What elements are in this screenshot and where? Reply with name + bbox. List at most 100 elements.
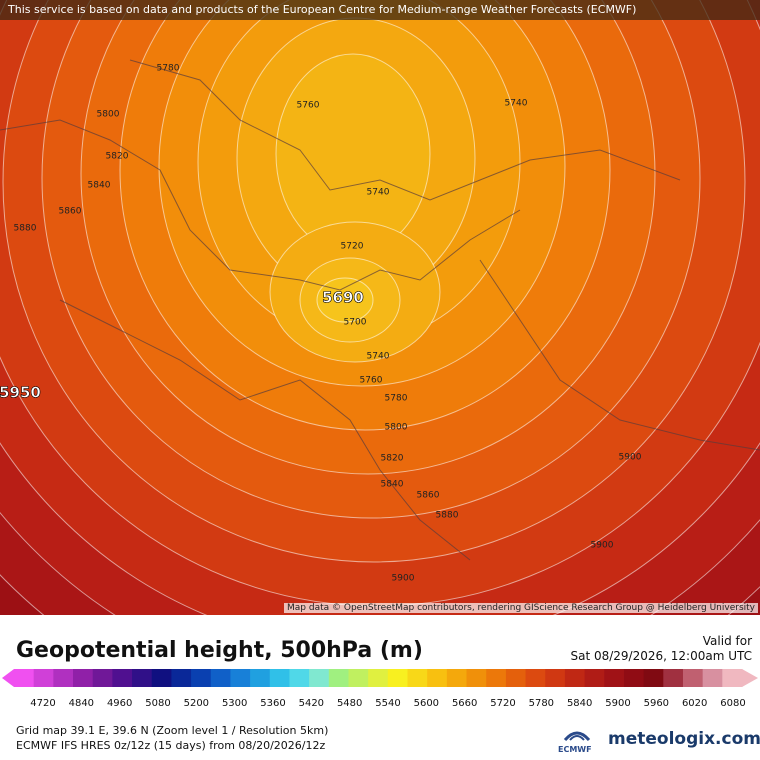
contour-label: 5950 [0, 384, 41, 402]
scale-swatch [525, 669, 546, 687]
scale-swatch [73, 669, 94, 687]
scale-swatch [564, 669, 586, 687]
scale-swatch [427, 669, 448, 687]
contour-label: 5860 [59, 207, 82, 217]
contour-label: 5740 [367, 188, 390, 198]
scale-swatch [368, 669, 389, 687]
arrow-left [2, 669, 14, 687]
attribution: Map data © OpenStreetMap contributors, r… [284, 603, 758, 613]
scale-swatch [151, 669, 172, 687]
scale-label: 4840 [69, 698, 94, 709]
scale-label: 6080 [720, 698, 745, 709]
scale-swatch [348, 669, 369, 687]
scale-swatch [250, 669, 271, 687]
border [129, 59, 681, 201]
scale-label: 5480 [337, 698, 362, 709]
scale-label: 4720 [30, 698, 55, 709]
scale-swatch [269, 669, 290, 687]
ecmwf-logo: ECMWF [558, 745, 592, 754]
contour-label: 5800 [385, 423, 408, 433]
arrow-right [742, 669, 758, 687]
scale-swatch [663, 669, 684, 687]
contour-label: 5740 [367, 352, 390, 362]
scale-swatch [486, 669, 507, 687]
ecmwf-icon [563, 731, 591, 742]
valid-label: Valid for [702, 634, 752, 648]
contour-label: 5720 [341, 242, 364, 252]
scale-swatch [702, 669, 723, 687]
contour-label: 5740 [505, 99, 528, 109]
notice: This service is based on data and produc… [0, 0, 760, 20]
scale-swatch [112, 669, 133, 687]
contour-label: 5880 [436, 511, 459, 521]
brand: meteologix.com [608, 729, 760, 749]
scale-label: 5300 [222, 698, 247, 709]
scale-swatch [623, 669, 645, 687]
title: Geopotential height, 500hPa (m) [16, 638, 423, 663]
scale-swatch [191, 669, 212, 687]
scale-swatch [466, 669, 487, 687]
scale-label: 5540 [375, 698, 400, 709]
contour-area [316, 277, 374, 323]
scale-swatch [92, 669, 113, 687]
scale-swatch [604, 669, 625, 687]
scale-swatch [446, 669, 468, 687]
scale-swatch [545, 669, 566, 687]
scale-swatch [387, 669, 409, 687]
scale-swatch [505, 669, 527, 687]
contour-label: 5900 [591, 541, 614, 551]
contour-label: 5820 [381, 454, 404, 464]
grid-info: Grid map 39.1 E, 39.6 N (Zoom level 1 / … [16, 724, 329, 737]
scale-swatch [33, 669, 54, 687]
contour-label: 5840 [88, 181, 111, 191]
contour-label: 5780 [157, 64, 180, 74]
contour-label: 5860 [417, 491, 440, 501]
scale-swatch [132, 669, 153, 687]
scale-label: 4960 [107, 698, 132, 709]
contour-label: 5690 [322, 289, 364, 307]
contour-label: 5840 [381, 480, 404, 490]
scale-label: 5360 [260, 698, 285, 709]
contour-label: 5900 [619, 453, 642, 463]
border [479, 259, 760, 451]
scale-swatch [643, 669, 664, 687]
scale-swatch [210, 669, 231, 687]
contour-label: 5760 [297, 101, 320, 111]
scale-swatch [289, 669, 310, 687]
scale-swatch [722, 669, 743, 687]
scale-swatch [407, 669, 428, 687]
scale-swatch [682, 669, 704, 687]
scale-swatch [584, 669, 605, 687]
scale-label: 5660 [452, 698, 477, 709]
scale-swatch [53, 669, 74, 687]
scale-swatch [328, 669, 349, 687]
contour-label: 5700 [344, 318, 367, 328]
scale-label: 5720 [490, 698, 515, 709]
scale-label: 5420 [299, 698, 324, 709]
border [0, 119, 521, 291]
scale-label: 5900 [605, 698, 630, 709]
scale-label: 5840 [567, 698, 592, 709]
scale-label: 5200 [184, 698, 209, 709]
scale-swatch [14, 669, 35, 687]
contour-label: 5780 [385, 394, 408, 404]
scale-swatch [309, 669, 330, 687]
scale-label: 5080 [145, 698, 170, 709]
contour-label: 5800 [97, 110, 120, 120]
contour-label: 5900 [392, 574, 415, 584]
contour-label: 5820 [106, 152, 129, 162]
contour-label: 5880 [14, 224, 37, 234]
color-scale: 4720 4840 4960 5080 5200 5300 5360 5420 5480 5540… [2, 669, 758, 709]
scale-label: 5600 [414, 698, 439, 709]
model-info: ECMWF IFS HRES 0z/12z (15 days) from 08/… [16, 739, 326, 752]
scale-swatch [171, 669, 192, 687]
contour-label: 5760 [360, 376, 383, 386]
border [59, 299, 471, 561]
scale-label: 6020 [682, 698, 707, 709]
scale-label: 5960 [644, 698, 669, 709]
valid-time: Sat 08/29/2026, 12:00am UTC [570, 649, 752, 663]
scale-label: 5780 [529, 698, 554, 709]
scale-swatch [230, 669, 251, 687]
